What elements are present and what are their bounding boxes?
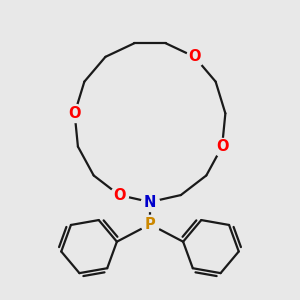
Text: N: N <box>144 194 156 209</box>
Text: O: O <box>113 188 125 202</box>
Text: O: O <box>68 106 81 121</box>
Text: P: P <box>145 217 155 232</box>
Text: P: P <box>145 217 155 232</box>
Text: O: O <box>216 139 228 154</box>
Text: O: O <box>188 49 201 64</box>
